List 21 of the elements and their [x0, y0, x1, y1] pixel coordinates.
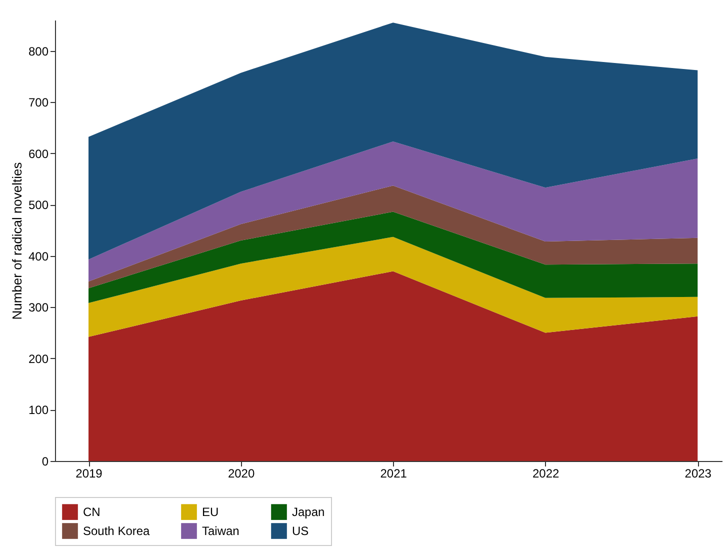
x-tick-label: 2019 — [76, 466, 103, 480]
legend-label: US — [292, 524, 309, 538]
y-tick-label: 400 — [28, 249, 49, 264]
legend-label: EU — [202, 505, 219, 520]
x-tick-label: 2020 — [228, 466, 255, 480]
x-tick-label: 2021 — [380, 466, 408, 480]
legend-label: South Korea — [83, 524, 150, 538]
y-tick-label: 300 — [28, 300, 49, 315]
y-axis-title: Number of radical novelties — [9, 162, 24, 320]
x-tick-label: 2022 — [532, 466, 560, 480]
legend-label: Japan — [292, 505, 325, 520]
x-tick-label: 2023 — [684, 466, 712, 480]
legend-label: Taiwan — [202, 524, 240, 538]
y-tick-label: 200 — [28, 352, 49, 366]
y-tick-label: 700 — [28, 96, 49, 110]
y-tick-label: 500 — [28, 198, 49, 212]
y-tick-label: 600 — [28, 146, 49, 161]
legend-label: CN — [83, 505, 100, 520]
y-tick-label: 0 — [42, 454, 49, 468]
y-tick-label: 800 — [28, 44, 49, 58]
y-tick-label: 100 — [28, 403, 49, 418]
